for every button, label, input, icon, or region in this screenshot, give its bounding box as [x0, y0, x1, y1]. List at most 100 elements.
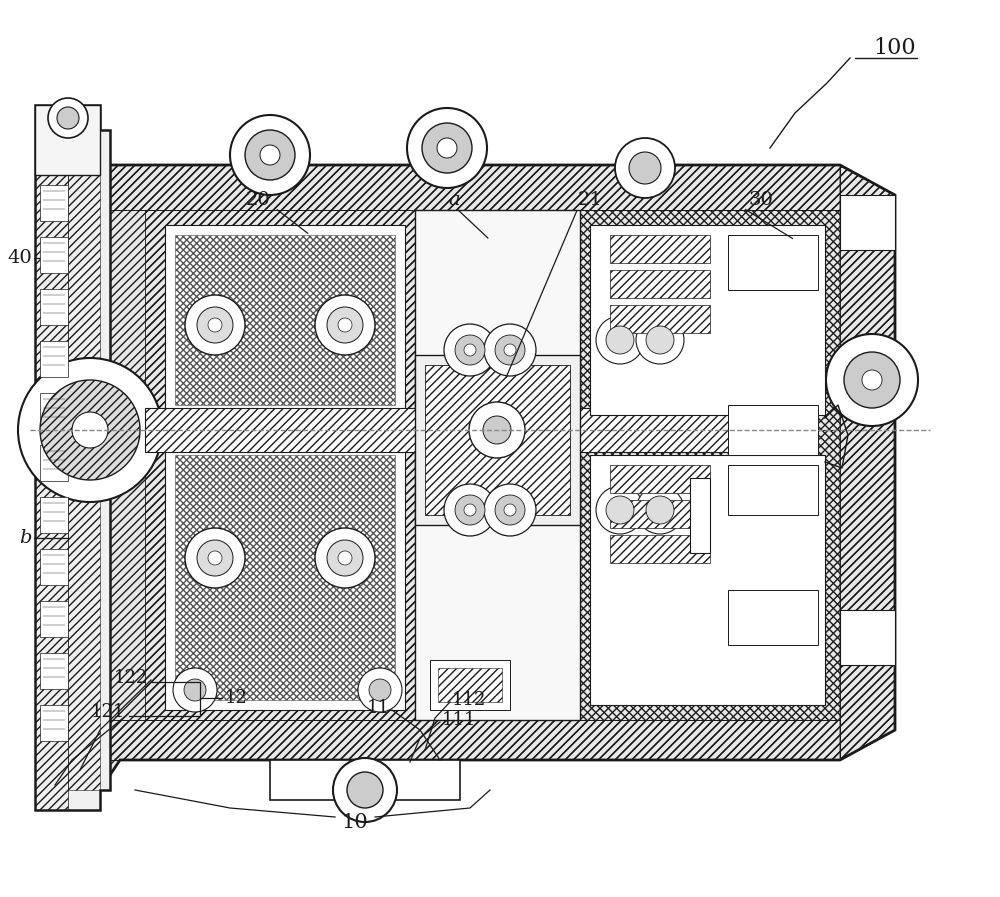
Circle shape [484, 324, 536, 376]
Circle shape [444, 484, 496, 536]
Bar [40, 497, 68, 533]
Bar [728, 590, 818, 645]
Circle shape [495, 335, 525, 365]
Bar [145, 408, 810, 452]
Text: 111: 111 [442, 711, 477, 729]
Circle shape [629, 152, 661, 184]
Text: 12: 12 [225, 689, 248, 707]
Circle shape [369, 679, 391, 701]
Circle shape [40, 380, 140, 480]
Bar [610, 305, 710, 333]
Polygon shape [35, 105, 100, 175]
Circle shape [422, 123, 472, 173]
Circle shape [48, 98, 88, 138]
Circle shape [636, 316, 684, 364]
Polygon shape [165, 225, 405, 415]
Bar [590, 455, 825, 705]
Bar [840, 195, 895, 250]
Bar [728, 405, 818, 455]
Circle shape [862, 370, 882, 390]
Circle shape [464, 344, 476, 356]
Circle shape [646, 326, 674, 354]
Circle shape [208, 318, 222, 332]
Polygon shape [35, 105, 110, 810]
Text: 11: 11 [367, 699, 390, 717]
Circle shape [347, 772, 383, 808]
Polygon shape [270, 760, 460, 800]
Circle shape [483, 416, 511, 444]
Text: 30: 30 [748, 191, 773, 209]
Circle shape [615, 138, 675, 198]
Bar [840, 610, 895, 665]
Circle shape [464, 504, 476, 516]
Polygon shape [165, 445, 405, 710]
Circle shape [338, 318, 352, 332]
Bar [40, 601, 68, 637]
Circle shape [315, 528, 375, 588]
Circle shape [596, 486, 644, 534]
Circle shape [407, 108, 487, 188]
Circle shape [72, 412, 108, 448]
Circle shape [636, 486, 684, 534]
Circle shape [844, 352, 900, 408]
Text: 100: 100 [873, 37, 916, 59]
Circle shape [260, 145, 280, 165]
Bar [610, 235, 710, 263]
Bar [40, 705, 68, 741]
Circle shape [333, 758, 397, 822]
Text: 21: 21 [578, 191, 603, 209]
Circle shape [57, 107, 79, 129]
Bar [590, 225, 825, 415]
Text: 20: 20 [245, 191, 270, 209]
Bar [728, 235, 818, 290]
Bar [40, 341, 68, 377]
Circle shape [184, 679, 206, 701]
Bar [438, 668, 502, 702]
Bar [728, 465, 818, 515]
Circle shape [208, 551, 222, 565]
Circle shape [596, 316, 644, 364]
Bar [40, 653, 68, 689]
Text: 112: 112 [452, 691, 486, 709]
Bar [40, 549, 68, 585]
Circle shape [358, 668, 402, 712]
Bar [610, 270, 710, 298]
Bar [610, 535, 710, 563]
Circle shape [455, 335, 485, 365]
Circle shape [18, 358, 162, 502]
Circle shape [230, 115, 310, 195]
Circle shape [437, 138, 457, 158]
Polygon shape [68, 165, 895, 790]
Circle shape [338, 551, 352, 565]
Circle shape [173, 668, 217, 712]
Circle shape [185, 295, 245, 355]
Circle shape [469, 402, 525, 458]
Circle shape [504, 344, 516, 356]
Circle shape [197, 540, 233, 576]
Text: 40: 40 [7, 249, 32, 267]
Text: b: b [20, 529, 32, 547]
Text: a: a [448, 191, 460, 209]
Bar [425, 365, 570, 515]
Bar [40, 289, 68, 325]
Circle shape [646, 496, 674, 524]
Bar [40, 185, 68, 221]
Bar [610, 465, 710, 493]
Circle shape [327, 307, 363, 343]
Bar [40, 393, 68, 429]
Circle shape [327, 540, 363, 576]
Circle shape [315, 295, 375, 355]
Bar [610, 500, 710, 528]
Bar [430, 660, 510, 710]
Polygon shape [415, 210, 580, 720]
Text: 122: 122 [114, 669, 148, 687]
Circle shape [826, 334, 918, 426]
Text: 121: 121 [91, 703, 125, 721]
Circle shape [455, 495, 485, 525]
Bar [40, 237, 68, 273]
Circle shape [197, 307, 233, 343]
Circle shape [495, 495, 525, 525]
Circle shape [185, 528, 245, 588]
Circle shape [504, 504, 516, 516]
Bar [690, 478, 710, 553]
